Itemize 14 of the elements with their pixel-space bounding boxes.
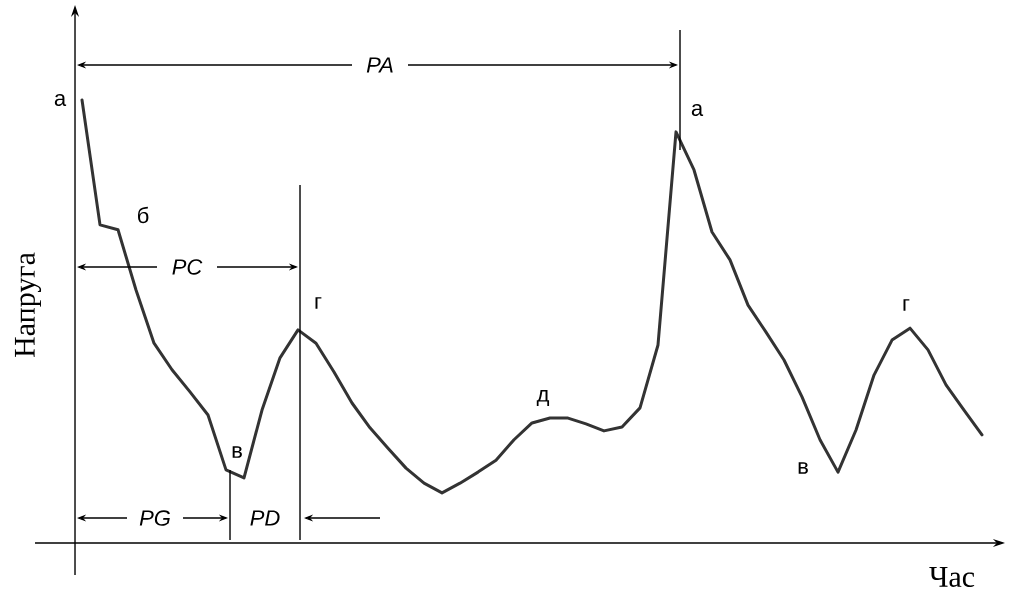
annotation: г (315, 297, 322, 309)
annotation: а (691, 103, 704, 117)
annotation: г (903, 299, 910, 311)
y-axis-title: Напруга (14, 252, 42, 358)
annotation: PD (250, 510, 280, 526)
annotation: PC (172, 259, 203, 275)
annotation: PG (139, 510, 170, 526)
text: PA (366, 57, 393, 73)
annotation: б (138, 206, 149, 224)
annotation: в (232, 446, 242, 458)
annotation: д (536, 389, 550, 406)
annotation: в (798, 462, 808, 474)
x-axis-title: Час (929, 567, 975, 587)
text: а (54, 93, 67, 107)
